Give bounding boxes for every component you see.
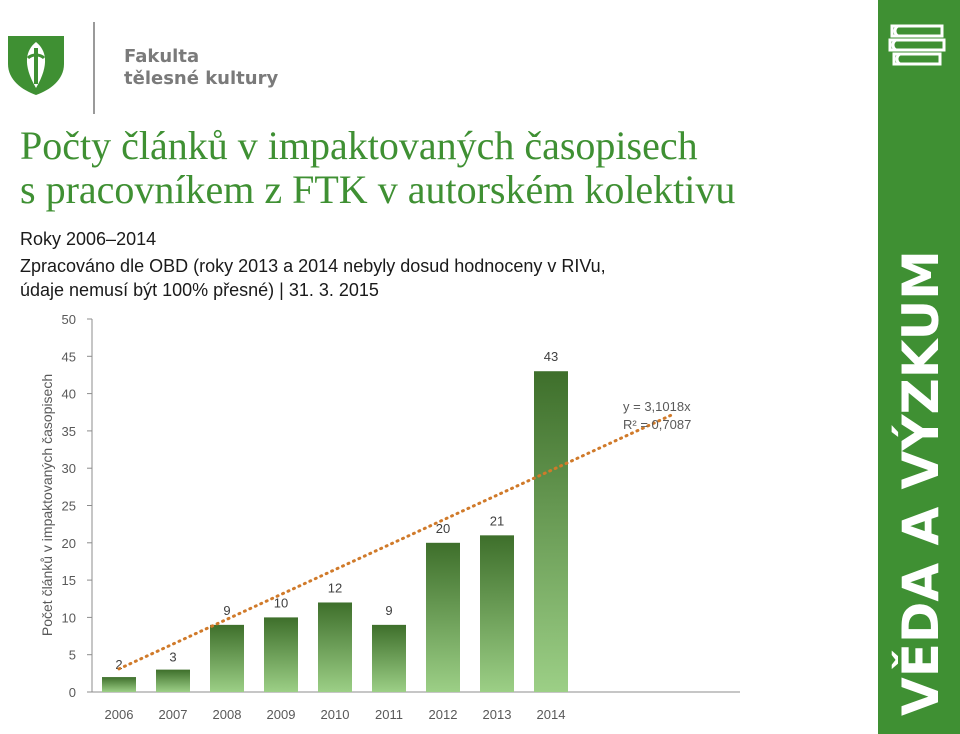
faculty-name-line2: tělesné kultury	[124, 68, 279, 89]
x-tick-label: 2006	[105, 707, 134, 722]
y-tick-label: 45	[62, 349, 76, 364]
data-label: 10	[274, 595, 288, 610]
side-band-graphic: VĚDA A VÝZKUM	[888, 24, 950, 716]
data-label: 12	[328, 580, 342, 595]
page-subtitle: Roky 2006–2014	[20, 229, 157, 249]
y-tick-label: 15	[62, 573, 76, 588]
trendline	[117, 412, 675, 671]
faculty-name: Fakulta tělesné kultury	[124, 46, 278, 90]
data-label: 9	[385, 603, 392, 618]
trendline-equation: y = 3,1018x	[623, 399, 691, 414]
y-tick-label: 25	[62, 499, 76, 514]
y-tick-label: 35	[62, 424, 76, 439]
books-icon	[888, 24, 946, 66]
side-band-label: VĚDA A VÝZKUM	[891, 250, 950, 716]
bar	[318, 602, 352, 692]
data-label: 3	[169, 650, 176, 665]
logo-divider	[93, 22, 95, 114]
y-axis-label: Počet článků v impaktovaných časopisech	[39, 374, 55, 636]
x-tick-label: 2009	[267, 707, 296, 722]
x-tick-label: 2011	[375, 707, 403, 722]
source-note-line2: údaje nemusí být 100% přesné) | 31. 3. 2…	[20, 280, 379, 300]
data-label: 21	[490, 513, 504, 528]
y-tick-label: 0	[69, 685, 76, 700]
page-title: Počty článků v impaktovaných časopisech …	[20, 124, 735, 212]
bar	[264, 617, 298, 692]
articles-bar-chart: 0 5 10 15 20 25 30 35 40 45 50 Počet článků v impak…	[39, 312, 740, 722]
x-tick-label: 2014	[537, 707, 566, 722]
bar	[156, 669, 190, 692]
trendline-r-squared: R² = 0,7087	[623, 417, 691, 432]
x-tick-label: 2010	[321, 707, 350, 722]
bar	[480, 535, 514, 692]
y-tick-label: 5	[69, 648, 76, 663]
university-shield-icon	[8, 36, 64, 95]
x-tick-label: 2013	[483, 707, 512, 722]
x-tick-label: 2012	[429, 707, 458, 722]
y-tick-label: 30	[62, 461, 76, 476]
bar	[372, 624, 406, 692]
x-tick-label: 2007	[159, 707, 188, 722]
source-note: Zpracováno dle OBD (roky 2013 a 2014 neb…	[20, 254, 860, 302]
bar	[210, 624, 244, 692]
data-label: 20	[436, 521, 450, 536]
bar	[426, 542, 460, 692]
source-note-line1: Zpracováno dle OBD (roky 2013 a 2014 neb…	[20, 256, 606, 276]
y-tick-label: 50	[62, 312, 76, 327]
x-tick-label: 2008	[213, 707, 242, 722]
y-tick-label: 10	[62, 610, 76, 625]
data-label: 9	[223, 603, 230, 618]
page-title-line1: Počty článků v impaktovaných časopisech	[20, 123, 698, 168]
bar	[534, 371, 568, 692]
page-title-line2: s pracovníkem z FTK v autorském kolektiv…	[20, 167, 736, 212]
data-label: 43	[544, 349, 558, 364]
faculty-logo: Fakulta tělesné kultury	[0, 0, 300, 120]
y-tick-label: 20	[62, 536, 76, 551]
side-band: VĚDA A VÝZKUM	[878, 0, 960, 734]
data-label: 2	[115, 657, 122, 672]
faculty-name-line1: Fakulta	[124, 46, 200, 67]
y-tick-label: 40	[62, 387, 76, 402]
bar	[102, 677, 136, 692]
